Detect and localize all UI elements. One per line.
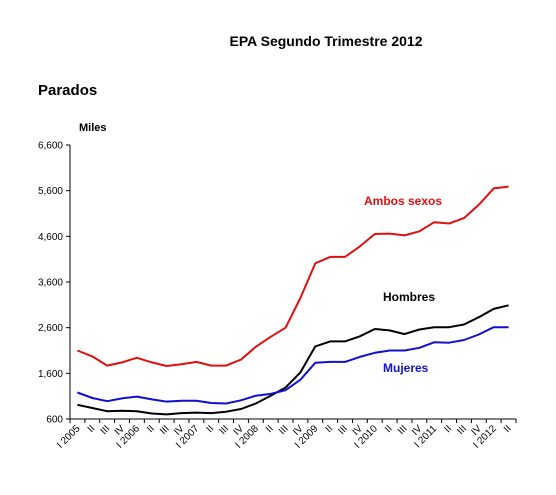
- x-tick-label: III: [158, 423, 172, 437]
- y-axis-ticks: 6,600 5,600 4,600 3,600 2,600 1,600 600: [38, 141, 70, 426]
- series-label-ambos-sexos: Ambos sexos: [364, 194, 442, 208]
- x-tick-label: I 2005: [55, 423, 83, 451]
- x-tick-label: III: [277, 423, 291, 437]
- x-tick-label: III: [455, 423, 469, 437]
- x-tick-label: III: [218, 423, 232, 437]
- x-tick-label: II: [145, 423, 157, 435]
- x-tick-label: II: [86, 423, 98, 435]
- series-lines: [77, 185, 509, 416]
- axes: [69, 145, 516, 420]
- chart-subtitle: Parados: [38, 82, 98, 99]
- series-line-mujeres: [77, 326, 509, 405]
- x-tick-label: II: [443, 423, 455, 435]
- y-tick-label: 6,600: [38, 141, 63, 152]
- y-axis-unit-label: Miles: [79, 122, 107, 134]
- x-tick-label: II: [383, 423, 395, 435]
- y-tick-label: 2,600: [38, 323, 63, 334]
- y-tick-label: 3,600: [38, 278, 63, 289]
- x-tick-label: III: [396, 423, 410, 437]
- series-line-hombres: [77, 304, 509, 416]
- x-axis-ticks: I 2005 II III IVI 2006 II III IVI 2007 II III IVI…: [55, 419, 517, 451]
- x-tick-label: III: [99, 423, 113, 437]
- chart-title: EPA Segundo Trimestre 2012: [229, 33, 423, 49]
- series-label-mujeres: Mujeres: [383, 361, 429, 375]
- x-tick-label: II: [324, 423, 336, 435]
- y-tick-label: 5,600: [38, 186, 63, 197]
- y-tick-label: 4,600: [38, 232, 63, 243]
- x-tick-label: II: [264, 423, 276, 435]
- y-tick-label: 600: [46, 415, 63, 426]
- y-tick-label: 1,600: [38, 369, 63, 380]
- series-line-ambos-sexos: [77, 185, 509, 367]
- series-label-hombres: Hombres: [383, 290, 435, 304]
- series-labels: Ambos sexos Hombres Mujeres: [364, 194, 442, 375]
- x-tick-label: II: [205, 423, 217, 435]
- x-tick-label: III: [336, 423, 350, 437]
- x-tick-label: II: [502, 423, 514, 435]
